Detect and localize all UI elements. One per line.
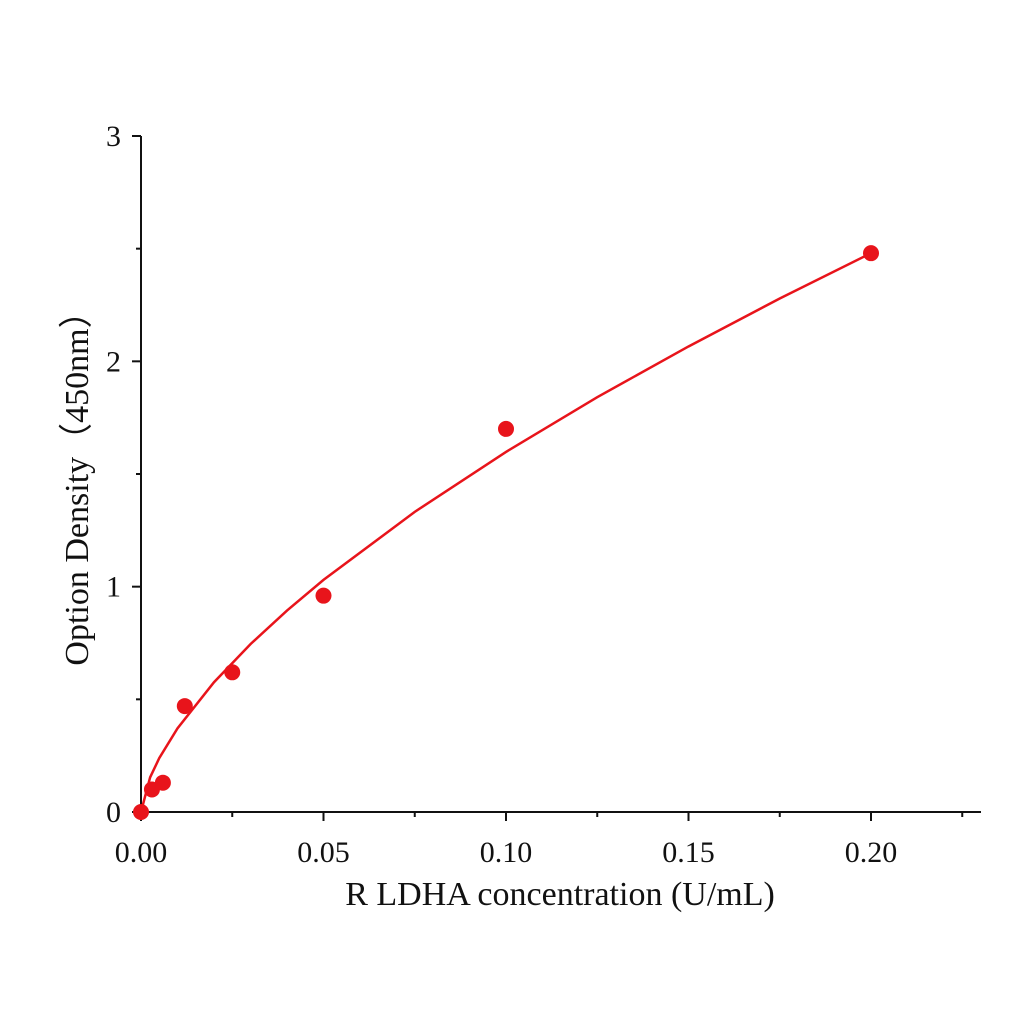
x-tick-label: 0.00 <box>115 836 168 869</box>
data-point <box>315 587 332 604</box>
y-tick-label: 3 <box>106 120 121 153</box>
data-point <box>154 774 171 791</box>
y-tick-label: 1 <box>106 571 121 604</box>
y-axis-title: Option Density（450nm） <box>58 294 96 665</box>
y-tick-label: 0 <box>106 796 121 829</box>
y-tick-label: 2 <box>106 345 121 378</box>
x-axis-title: R LDHA concentration (U/mL) <box>345 876 775 913</box>
data-point <box>498 420 514 437</box>
x-tick-label: 0.15 <box>662 836 715 869</box>
fit-curve <box>139 252 872 813</box>
x-tick-label: 0.20 <box>845 836 898 869</box>
data-point <box>176 698 193 715</box>
x-tick-label: 0.10 <box>480 836 533 869</box>
x-tick-label: 0.05 <box>297 836 350 869</box>
data-point <box>224 664 241 681</box>
